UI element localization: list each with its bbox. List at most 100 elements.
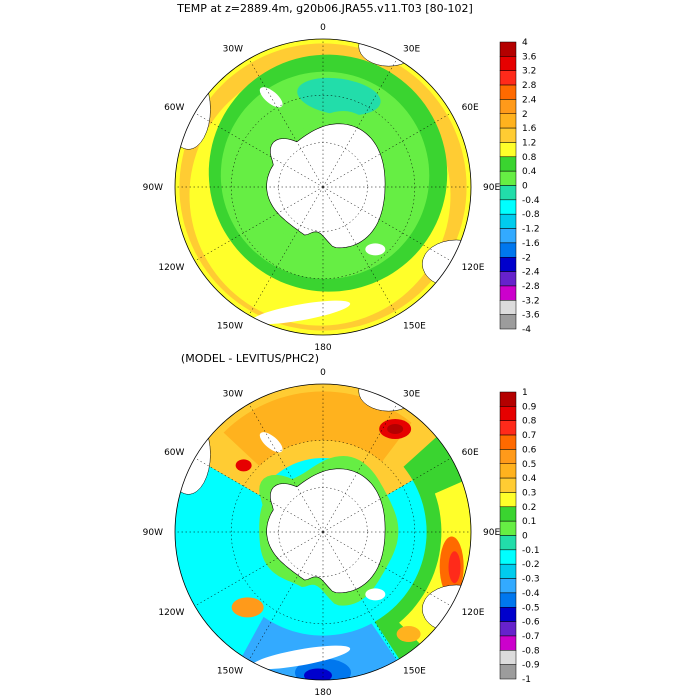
colorbar-tick-label: -4	[522, 325, 531, 335]
colorbar-tick-label: -0.3	[522, 575, 540, 585]
colorbar-segment	[499, 127, 517, 143]
colorbar-segment	[499, 607, 517, 622]
colorbar-segment	[499, 142, 517, 158]
longitude-label: 90W	[143, 183, 163, 193]
colorbar-segment	[499, 228, 517, 244]
colorbar-segment	[499, 406, 517, 421]
colorbar-tick-label: 1.2	[522, 138, 536, 148]
colorbar-tick-label: -0.5	[522, 603, 540, 613]
colorbar-tick-label: 0	[522, 182, 528, 192]
colorbar-tick-label: 4	[522, 38, 528, 48]
colorbar-tick-label: -0.9	[522, 661, 540, 671]
colorbar-tick-label: 0.4	[522, 474, 537, 484]
colorbar-tick-label: -2	[522, 253, 531, 263]
bottom-map-panel: 0 30E 60E 90E 120E 150E 180 150W 120W 90W 60W 30W	[143, 368, 501, 698]
longitude-label: 30W	[223, 44, 243, 54]
longitude-label: 150E	[403, 667, 426, 677]
colorbar-tick-label: -1.6	[522, 239, 540, 249]
colorbar-tick-label: 0.3	[522, 488, 536, 498]
longitude-label: 30E	[403, 44, 420, 54]
colorbar-tick-label: 0.7	[522, 431, 536, 441]
colorbar-segment	[499, 420, 517, 436]
colorbar-tick-label: 0.8	[522, 417, 537, 427]
colorbar-segment	[499, 257, 517, 272]
colorbar-tick-label: -0.8	[522, 646, 540, 656]
longitude-label: 120E	[462, 608, 485, 618]
colorbar-tick-label: -1	[522, 675, 531, 685]
colorbar-segment	[499, 300, 517, 315]
top-colorbar: 4 3.6 3.2 2.8 2.4 2 1.6 1.2 0.8 0.4 0 -0.4 -0.8 -1.2 -…	[499, 38, 540, 335]
colorbar-tick-label: 0	[522, 532, 528, 542]
longitude-label: 90E	[483, 528, 500, 538]
colorbar-segment	[499, 650, 517, 665]
bottom-map-title: (MODEL - LEVITUS/PHC2)	[181, 352, 319, 365]
longitude-label: 90W	[143, 528, 163, 538]
colorbar-segment	[499, 520, 517, 536]
colorbar-tick-label: 2	[522, 110, 528, 120]
colorbar-tick-label: 1.6	[522, 124, 537, 134]
colorbar-tick-label: -1.2	[522, 225, 540, 235]
colorbar-segment	[499, 199, 517, 215]
colorbar-tick-label: 3.2	[522, 67, 536, 77]
colorbar-tick-label: 0.5	[522, 460, 536, 470]
colorbar-tick-label: 2.4	[522, 95, 537, 105]
colorbar-segment	[499, 170, 517, 186]
longitude-label: 120W	[158, 263, 184, 273]
colorbar-tick-label: -0.7	[522, 632, 540, 642]
colorbar-segment	[499, 592, 517, 608]
longitude-label: 150W	[217, 667, 243, 677]
longitude-label: 60W	[164, 448, 184, 458]
colorbar-segment	[499, 449, 517, 464]
colorbar-segment	[499, 664, 517, 680]
colorbar-tick-label: -0.1	[522, 546, 540, 556]
colorbar-segment	[499, 242, 517, 258]
colorbar-segment	[499, 391, 517, 407]
longitude-label: 150E	[403, 322, 426, 332]
colorbar-segment	[499, 434, 517, 450]
colorbar-tick-label: 2.8	[522, 81, 537, 91]
longitude-label: 150W	[217, 322, 243, 332]
longitude-label: 60W	[164, 103, 184, 113]
colorbar-tick-label: -0.2	[522, 560, 540, 570]
longitude-label: 0	[320, 23, 326, 33]
colorbar-segment	[499, 70, 517, 86]
colorbar-tick-label: -0.4	[522, 196, 540, 206]
colorbar-segment	[499, 271, 517, 287]
colorbar-tick-label: -2.8	[522, 282, 540, 292]
colorbar-tick-label: 0.8	[522, 153, 537, 163]
colorbar-tick-label: 0.1	[522, 517, 536, 527]
longitude-label: 30W	[223, 389, 243, 399]
top-map-title: TEMP at z=2889.4m, g20b06.JRA55.v11.T03 …	[176, 2, 473, 15]
colorbar-segment	[499, 84, 517, 100]
colorbar-tick-label: -3.2	[522, 296, 540, 306]
colorbar-tick-label: 0.9	[522, 402, 537, 412]
colorbar-segment	[499, 99, 517, 115]
colorbar-tick-label: -0.6	[522, 618, 540, 628]
colorbar-segment	[499, 635, 517, 651]
colorbar-tick-label: -2.4	[522, 268, 540, 278]
colorbar-segment	[499, 492, 517, 508]
colorbar-tick-label: -3.6	[522, 311, 540, 321]
colorbar-segment	[499, 506, 517, 522]
bottom-colorbar: 1 0.9 0.8 0.7 0.6 0.5 0.4 0.3 0.2 0.1 0 -0.1 -0.2 -0.…	[499, 388, 540, 685]
colorbar-tick-label: 3.6	[522, 52, 537, 62]
longitude-label: 60E	[462, 103, 479, 113]
longitude-label: 120W	[158, 608, 184, 618]
colorbar-segment	[499, 185, 517, 201]
colorbar-segment	[499, 463, 517, 479]
colorbar-segment	[499, 113, 517, 129]
colorbar-segment	[499, 549, 517, 565]
colorbar-segment	[499, 621, 517, 637]
longitude-label: 60E	[462, 448, 479, 458]
longitude-label: 90E	[483, 183, 500, 193]
colorbar-segment	[499, 56, 517, 71]
colorbar-segment	[499, 41, 517, 57]
colorbar-segment	[499, 285, 517, 301]
colorbar-segment	[499, 563, 517, 579]
longitude-label: 0	[320, 368, 326, 378]
colorbar-tick-label: -0.4	[522, 589, 540, 599]
longitude-label: 180	[314, 688, 331, 698]
longitude-label: 30E	[403, 389, 420, 399]
longitude-label: 180	[314, 343, 331, 353]
